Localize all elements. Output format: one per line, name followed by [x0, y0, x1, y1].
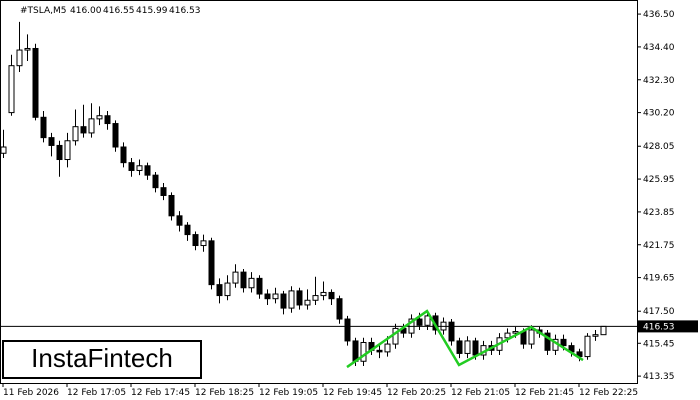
- x-tick-label: 12 Feb 19:45: [323, 388, 382, 398]
- candle-down: [376, 349, 383, 353]
- x-tick-label: 12 Feb 20:25: [387, 388, 446, 398]
- candle-up: [504, 332, 511, 339]
- ohlc-low: 415.99: [136, 6, 168, 16]
- ohlc-high: 416.55: [103, 6, 135, 16]
- logo: InstaFintech: [2, 340, 202, 379]
- x-tick-label: 12 Feb 18:25: [195, 388, 254, 398]
- candle-down: [192, 234, 199, 247]
- logo-text: InstaFintech: [31, 343, 173, 373]
- candle-down: [256, 277, 263, 295]
- candle-down: [296, 290, 303, 306]
- candle-down: [104, 115, 111, 125]
- candle-down: [208, 240, 215, 286]
- candle-up: [584, 335, 591, 358]
- candle-up: [136, 165, 143, 171]
- candle-down: [544, 332, 551, 351]
- candle-down: [472, 340, 479, 356]
- y-tick-label: 432.30: [643, 76, 675, 86]
- price-label: 416.53: [643, 322, 675, 332]
- y-tick-label: 413.35: [643, 372, 675, 382]
- y-tick-label: 421.75: [643, 241, 675, 251]
- candle-down: [328, 291, 335, 300]
- candle-down: [456, 340, 463, 354]
- candle-down: [184, 224, 191, 236]
- candle-down: [80, 126, 87, 134]
- price-label-bg: [638, 320, 698, 333]
- x-tick-label: 12 Feb 17:05: [67, 388, 126, 398]
- candle-up: [96, 115, 103, 120]
- candle-up: [0, 146, 7, 154]
- y-tick-label: 419.65: [643, 274, 675, 284]
- candle-up: [232, 271, 239, 284]
- y-tick-label: 434.40: [643, 43, 675, 53]
- ohlc-close: 416.53: [169, 6, 201, 16]
- candle-up: [528, 329, 535, 345]
- y-tick-label: 415.45: [643, 339, 675, 349]
- candle-up: [88, 118, 95, 134]
- y-tick-label: 436.50: [643, 10, 675, 20]
- candle-up: [424, 315, 431, 326]
- candle-down: [40, 116, 47, 139]
- candle-down: [112, 123, 119, 148]
- candle-up: [360, 341, 367, 362]
- candle-down: [216, 284, 223, 297]
- candle-up: [272, 293, 279, 300]
- pattern-line: [346, 309, 584, 369]
- candle-down: [280, 293, 287, 309]
- candle-down: [240, 271, 247, 289]
- candle-up: [248, 277, 255, 289]
- candle-down: [120, 146, 127, 164]
- candle-down: [168, 194, 175, 217]
- candle-up: [600, 325, 607, 336]
- candle-up: [72, 126, 79, 142]
- candle-down: [336, 298, 343, 320]
- y-tick-label: 428.05: [643, 142, 675, 152]
- candle-down: [352, 340, 359, 362]
- candle-down: [344, 318, 351, 342]
- y-tick-label: 430.20: [643, 109, 675, 119]
- x-tick-label: 12 Feb 21:45: [515, 388, 574, 398]
- logo-box: [2, 340, 202, 379]
- candle-up: [464, 340, 471, 354]
- candle-down: [560, 338, 567, 347]
- candle-up: [288, 290, 295, 309]
- ohlc-open: 416.00: [70, 6, 102, 16]
- candle-down: [32, 47, 39, 118]
- candle-down: [176, 215, 183, 226]
- candle-down: [520, 331, 527, 345]
- y-tick-label: 425.95: [643, 175, 675, 185]
- x-tick-label: 12 Feb 22:25: [579, 388, 638, 398]
- y-tick-label: 417.50: [643, 307, 675, 317]
- x-tick-label: 12 Feb 21:05: [451, 388, 510, 398]
- candle-up: [312, 295, 319, 301]
- candle-up: [200, 240, 207, 247]
- plot-frame: [0, 0, 638, 384]
- candle-down: [128, 162, 135, 171]
- candle-up: [512, 331, 519, 334]
- x-tick-label: 12 Feb 19:05: [259, 388, 318, 398]
- candle-up: [8, 65, 15, 114]
- candle-up: [304, 299, 311, 306]
- candle-up: [16, 49, 23, 67]
- candle-up: [224, 282, 231, 297]
- candle-down: [160, 187, 167, 196]
- x-tick-label: 12 Feb 17:45: [131, 388, 190, 398]
- candle-down: [144, 165, 151, 176]
- candle-down: [264, 293, 271, 300]
- candle-up: [24, 47, 31, 51]
- candle-down: [448, 321, 455, 342]
- candle-down: [152, 174, 159, 189]
- symbol: #TSLA,M5: [20, 6, 66, 16]
- candle-up: [592, 334, 599, 337]
- x-tick-label: 11 Feb 2026: [3, 388, 59, 398]
- candle-down: [48, 137, 55, 146]
- candle-down: [416, 318, 423, 326]
- candle-up: [384, 343, 391, 353]
- candle-up: [320, 291, 327, 297]
- candle-up: [64, 140, 71, 161]
- candle-down: [56, 144, 63, 161]
- y-tick-label: 423.85: [643, 208, 675, 218]
